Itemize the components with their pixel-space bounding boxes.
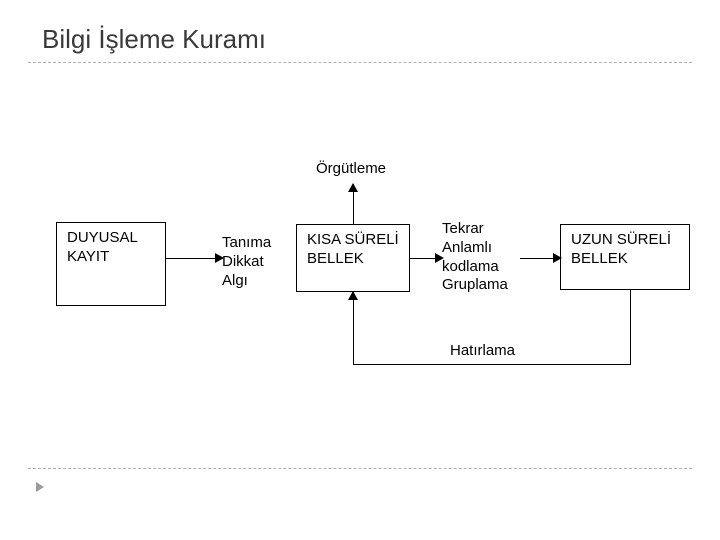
label-l2: Tekrar Anlamlı kodlama Gruplama [442,220,508,295]
box-line: KISA SÜRELİ [307,231,399,250]
arrow-0 [166,258,216,259]
arrowhead-1 [435,253,444,263]
box-n1: DUYUSALKAYIT [56,222,166,306]
label-l_recall: Hatırlama [450,342,515,361]
label-l_top: Örgütleme [316,160,386,179]
arrow-2 [520,258,554,259]
box-line: BELLEK [571,250,679,269]
arrowhead-3 [348,183,358,192]
arrow-1 [410,258,436,259]
feedback-v-left [353,292,354,364]
feedback-h-bottom [353,364,631,365]
feedback-arrowhead [348,291,358,300]
box-line: KAYIT [67,248,155,267]
feedback-v-right [630,290,631,364]
flowchart: DUYUSALKAYIT Tanıma Dikkat Algı KISA SÜREL… [0,0,720,540]
box-line: UZUN SÜRELİ [571,231,679,250]
box-line: BELLEK [307,250,399,269]
slide: Bilgi İşleme Kuramı DUYUSALKAYITTanıma D… [0,0,720,540]
box-n3: UZUN SÜRELİBELLEK [560,224,690,290]
box-line: DUYUSAL [67,229,155,248]
arrowhead-2 [553,253,562,263]
box-n2: KISA SÜRELİBELLEK [296,224,410,292]
arrowhead-0 [215,253,224,263]
label-l1: Tanıma Dikkat Algı [222,234,271,290]
